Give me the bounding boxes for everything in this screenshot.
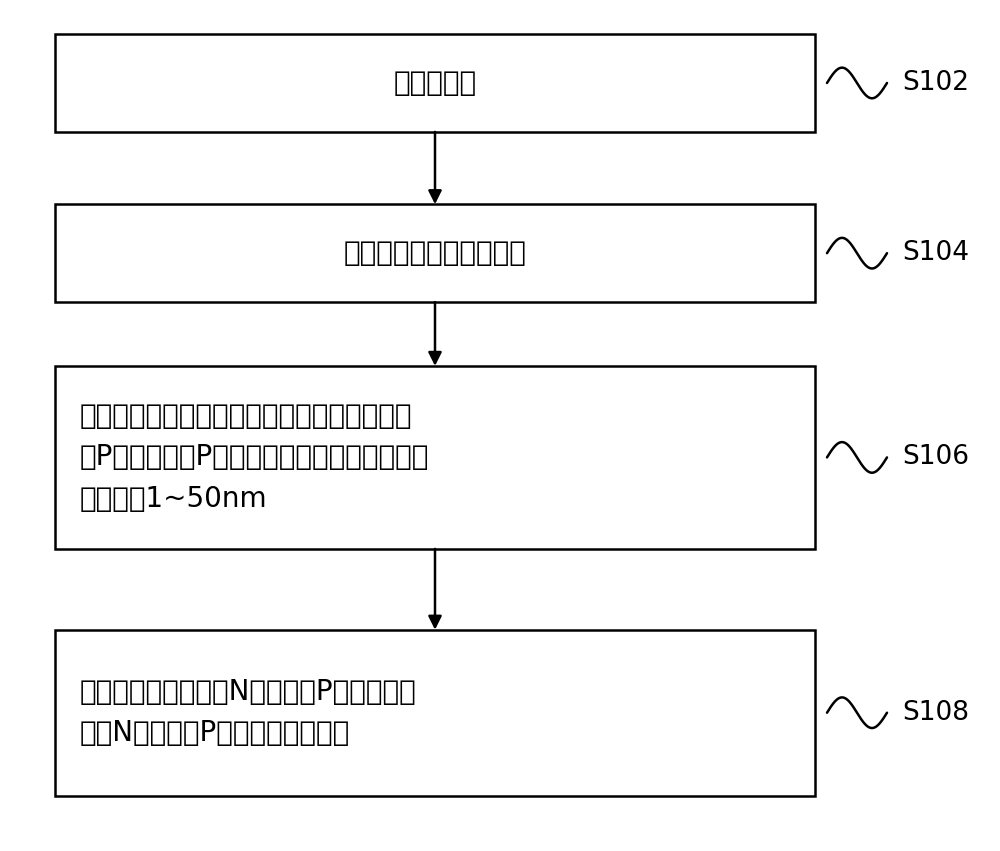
Bar bbox=[55, 34, 815, 132]
Text: 沿发光层的一侧制作N型电极与P型电极；其
中，N型电极与P型电极呈距离设置: 沿发光层的一侧制作N型电极与P型电极；其 中，N型电极与P型电极呈距离设置 bbox=[80, 678, 417, 747]
Text: S104: S104 bbox=[902, 240, 969, 266]
Text: S108: S108 bbox=[902, 700, 969, 726]
Bar bbox=[55, 204, 815, 302]
Text: 沿缓冲层的一侧生长发光层；其中，发光层包
括P型接触层，P型接触层经减薄、修复处理后
的厚度为1~50nm: 沿缓冲层的一侧生长发光层；其中，发光层包 括P型接触层，P型接触层经减薄、修复处… bbox=[80, 403, 429, 512]
Text: S102: S102 bbox=[902, 70, 969, 96]
Text: 沿衬底的一侧生长缓冲层: 沿衬底的一侧生长缓冲层 bbox=[344, 239, 526, 267]
Bar bbox=[55, 630, 815, 796]
Text: S106: S106 bbox=[902, 444, 969, 471]
Text: 提供一衬底: 提供一衬底 bbox=[393, 69, 477, 97]
Bar bbox=[55, 366, 815, 549]
